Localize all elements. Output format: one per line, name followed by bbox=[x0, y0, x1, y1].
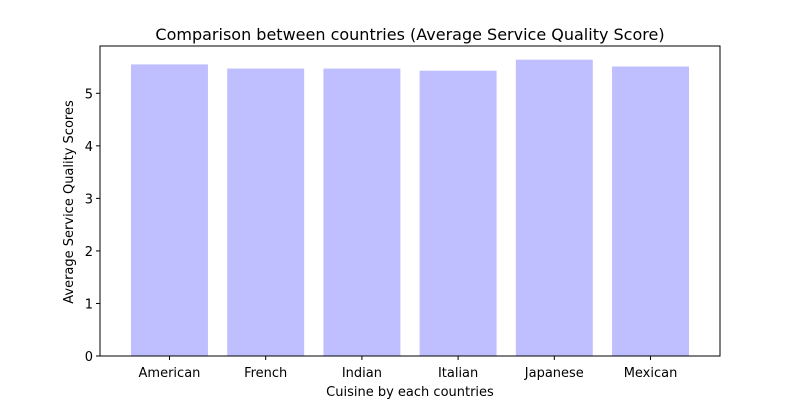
bar-indian bbox=[323, 68, 401, 356]
y-tick-label: 1 bbox=[85, 297, 93, 312]
y-tick-label: 4 bbox=[85, 140, 93, 155]
bar-italian bbox=[419, 70, 497, 356]
x-tick-label: Japanese bbox=[524, 366, 584, 381]
x-tick-label: American bbox=[139, 366, 201, 381]
x-tick-label: Mexican bbox=[624, 366, 678, 381]
bar-japanese bbox=[515, 59, 593, 357]
bars-layer bbox=[131, 59, 689, 357]
x-tick-label: Indian bbox=[342, 366, 382, 381]
plot-frame bbox=[99, 45, 721, 357]
x-tick-label: French bbox=[244, 366, 287, 381]
chart-title: Comparison between countries (Average Se… bbox=[155, 25, 664, 44]
bar-mexican bbox=[612, 66, 689, 357]
y-tick-label: 2 bbox=[85, 245, 93, 260]
y-axis-label: Average Service Quality Scores bbox=[62, 100, 77, 304]
bar-french bbox=[227, 68, 305, 356]
y-tick-label: 3 bbox=[85, 192, 93, 207]
x-axis-label: Cuisine by each countries bbox=[326, 385, 494, 400]
x-tick-label: Italian bbox=[438, 366, 478, 381]
y-tick-label: 5 bbox=[85, 87, 93, 102]
y-tick-label: 0 bbox=[85, 350, 93, 365]
ticks-layer: American French Indian Italian Japanese Mexic… bbox=[85, 87, 678, 381]
bar-american bbox=[131, 64, 208, 356]
